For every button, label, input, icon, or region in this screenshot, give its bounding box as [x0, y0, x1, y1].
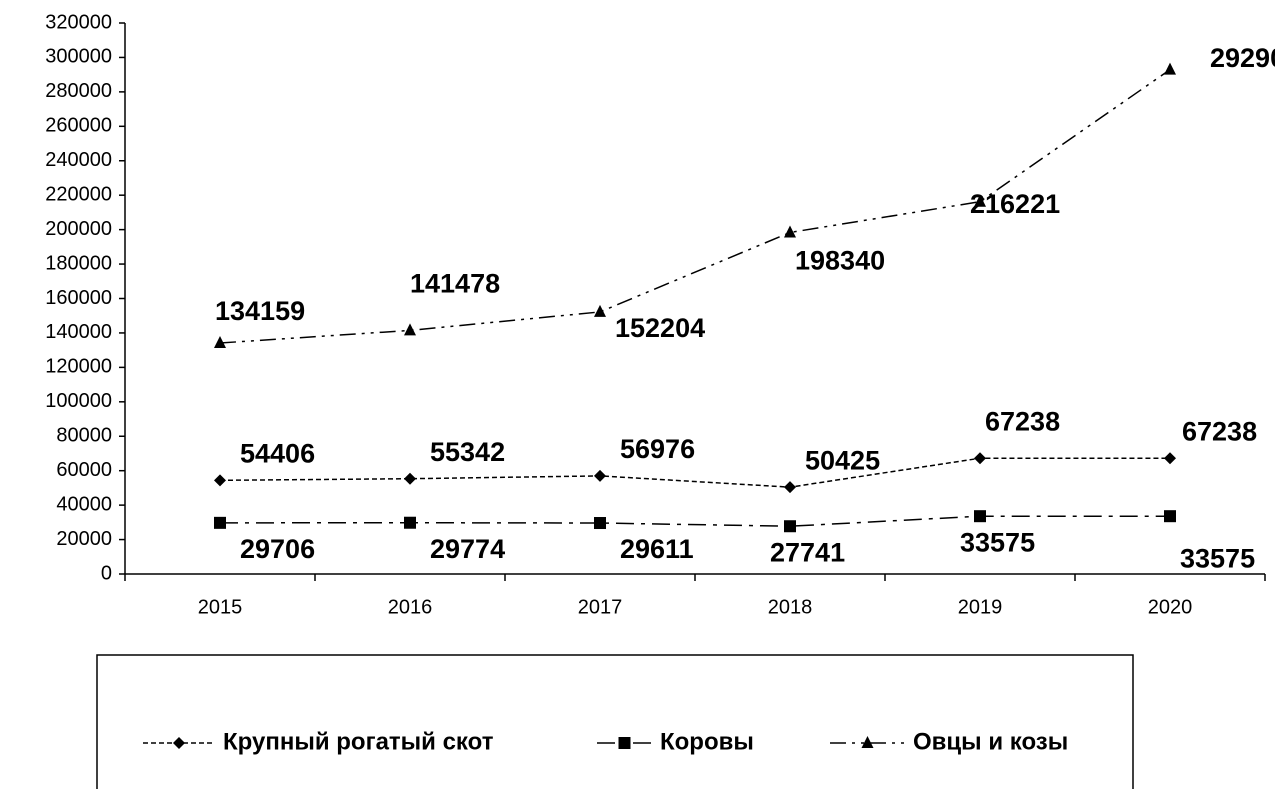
marker: [974, 452, 986, 465]
data-label: 33575: [960, 527, 1035, 557]
x-tick-label: 2016: [388, 596, 433, 618]
data-label: 33575: [1180, 543, 1255, 573]
y-tick-label: 220000: [45, 183, 112, 205]
data-label: 67238: [1182, 416, 1257, 446]
marker: [1164, 452, 1176, 465]
marker: [214, 516, 226, 529]
series-line: [219, 457, 1170, 488]
marker: [214, 335, 226, 348]
data-label: 29611: [620, 534, 694, 564]
data-label: 54406: [240, 438, 315, 468]
marker: [974, 194, 986, 207]
marker: [173, 737, 185, 749]
series-line: [219, 69, 1171, 344]
y-tick-label: 140000: [45, 321, 112, 343]
y-tick-label: 80000: [56, 425, 112, 447]
x-tick-label: 2018: [768, 596, 813, 618]
marker: [404, 323, 416, 336]
data-label: 67238: [985, 406, 1060, 436]
x-tick-label: 2017: [578, 596, 623, 618]
y-tick-label: 260000: [45, 115, 112, 137]
marker: [594, 469, 606, 482]
y-tick-label: 280000: [45, 80, 112, 102]
marker: [618, 737, 631, 749]
legend-label: Овцы и козы: [913, 728, 1068, 755]
data-label: 292907: [1210, 43, 1275, 73]
marker: [594, 517, 606, 530]
y-tick-label: 60000: [56, 459, 112, 481]
y-tick-label: 160000: [45, 287, 112, 309]
series-line: [219, 515, 1170, 527]
data-label: 55342: [430, 437, 505, 467]
marker: [1164, 510, 1176, 523]
data-label: 50425: [805, 445, 880, 475]
data-label: 56976: [620, 434, 695, 464]
y-tick-label: 320000: [45, 11, 112, 33]
x-tick-label: 2015: [198, 596, 243, 618]
legend-label: Крупный рогатый скот: [223, 728, 494, 755]
marker: [404, 516, 416, 529]
marker: [784, 225, 796, 238]
data-label: 141478: [410, 269, 500, 299]
y-tick-label: 20000: [56, 528, 112, 550]
data-label: 152204: [615, 313, 705, 343]
data-label: 134159: [215, 296, 305, 326]
data-label: 27741: [770, 537, 845, 567]
data-label: 216221: [970, 189, 1060, 219]
y-tick-label: 40000: [56, 493, 112, 515]
data-label: 29774: [430, 534, 505, 564]
y-tick-label: 240000: [45, 149, 112, 171]
y-tick-label: 120000: [45, 356, 112, 378]
marker: [214, 474, 226, 487]
marker: [784, 481, 796, 494]
y-tick-label: 100000: [45, 390, 112, 412]
x-tick-label: 2019: [958, 596, 1003, 618]
legend-label: Коровы: [660, 728, 754, 755]
data-label: 198340: [795, 246, 885, 276]
marker: [404, 472, 416, 485]
marker: [974, 510, 986, 523]
marker: [861, 736, 874, 748]
marker: [784, 520, 796, 533]
y-tick-label: 180000: [45, 252, 112, 274]
x-tick-label: 2020: [1148, 596, 1193, 618]
data-label: 29706: [240, 534, 315, 564]
legend-box: [96, 654, 1134, 789]
y-tick-label: 0: [101, 562, 112, 584]
y-tick-label: 200000: [45, 218, 112, 240]
marker: [594, 304, 606, 317]
y-tick-label: 300000: [45, 46, 112, 68]
marker: [1164, 62, 1176, 75]
